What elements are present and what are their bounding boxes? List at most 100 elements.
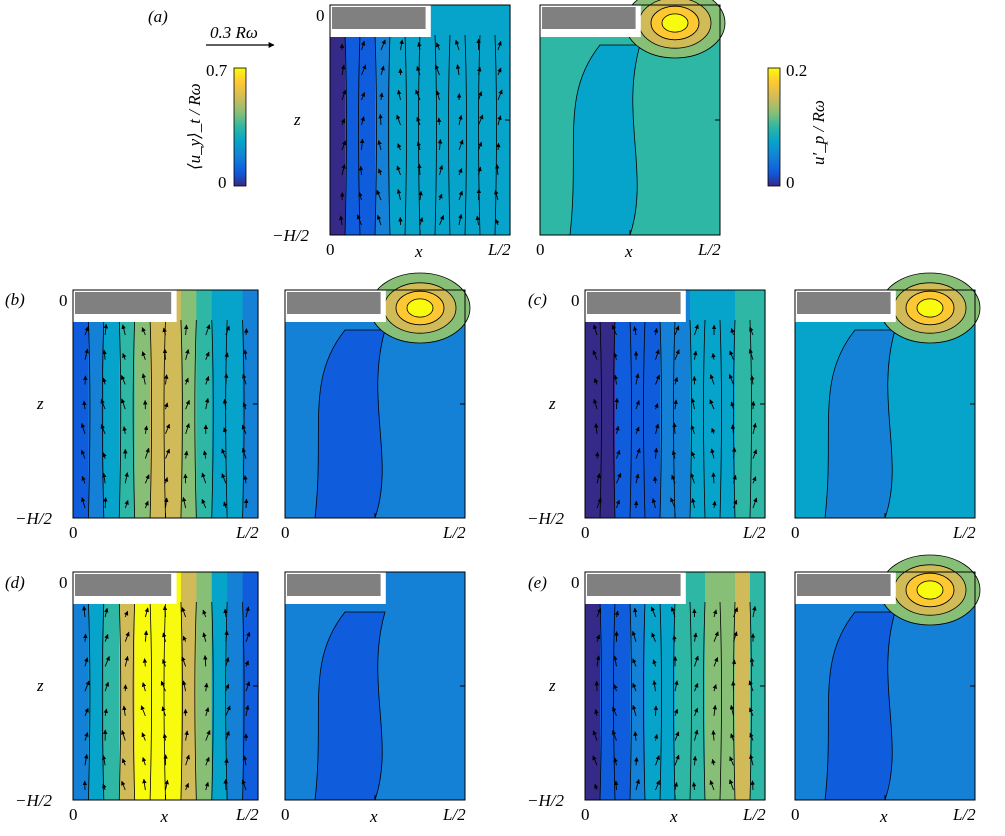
velocity-arrow: [223, 608, 228, 618]
velocity-arrow: [142, 778, 147, 791]
velocity-arrow: [141, 732, 146, 741]
z-tick-bottom: −H/2: [15, 791, 52, 810]
velocity-arrow: [140, 705, 146, 717]
panel-e-fluct: [794, 554, 981, 801]
contour-hotspot: [661, 13, 689, 33]
contour-band: [630, 572, 646, 800]
x-axis-label: x: [624, 242, 633, 261]
velocity-arrow: [477, 91, 483, 101]
contour-line: [344, 34, 347, 236]
contour-line: [225, 319, 228, 519]
contour-line: [101, 601, 105, 801]
contour-line: [374, 34, 377, 236]
x-tick-0: 0: [791, 805, 800, 824]
velocity-arrow: [635, 373, 640, 385]
velocity-arrow: [712, 609, 718, 618]
velocity-arrow: [144, 447, 150, 459]
contour-line: [703, 319, 706, 519]
velocity-arrow: [101, 472, 107, 484]
contour-line: [749, 319, 752, 519]
contour-line: [225, 601, 228, 801]
panel-d-mean: [72, 571, 259, 801]
x-tick-0: 0: [281, 523, 290, 542]
x-tick-0: 0: [69, 805, 78, 824]
velocity-arrow: [380, 39, 386, 51]
panel-a-fluct: [539, 0, 726, 236]
velocity-arrow: [84, 326, 89, 336]
x-tick-0: 0: [581, 523, 590, 542]
velocity-arrow: [709, 374, 715, 385]
velocity-arrow: [693, 350, 698, 360]
velocity-arrow: [221, 448, 227, 459]
contour-band: [211, 572, 228, 800]
contour-band: [73, 572, 90, 800]
velocity-arrow: [242, 402, 247, 410]
velocity-arrow: [437, 138, 443, 151]
velocity-arrow: [396, 114, 401, 126]
velocity-arrow: [749, 732, 754, 741]
reference-arrow-label: 0.3 Rω: [210, 23, 258, 42]
velocity-arrow: [104, 655, 110, 667]
velocity-arrow: [635, 426, 640, 435]
impeller-blade: [287, 292, 381, 314]
contour-band: [675, 290, 691, 518]
velocity-arrow: [201, 498, 207, 509]
velocity-arrow: [748, 680, 754, 692]
contour-band: [735, 572, 751, 800]
velocity-arrow: [458, 213, 463, 226]
velocity-arrow: [615, 425, 620, 434]
impeller-blade: [332, 7, 426, 29]
velocity-arrow: [596, 473, 601, 484]
velocity-arrow: [633, 607, 638, 618]
velocity-arrow: [655, 755, 660, 766]
velocity-arrow: [417, 163, 422, 176]
contour-line: [719, 601, 722, 801]
contour-line: [673, 601, 676, 801]
contour-band: [165, 290, 182, 518]
contour-hotspot: [916, 580, 944, 600]
velocity-arrow: [712, 500, 717, 509]
velocity-arrow: [124, 472, 129, 484]
velocity-arrow: [183, 324, 189, 336]
panel-label-b: (b): [5, 290, 25, 309]
velocity-arrow: [360, 92, 366, 101]
velocity-arrow: [439, 214, 445, 226]
velocity-arrow: [341, 164, 346, 176]
x-axis-label: x: [669, 807, 678, 826]
velocity-arrow: [711, 472, 716, 484]
velocity-arrow: [749, 707, 754, 717]
panel-label-c: (c): [528, 290, 547, 309]
velocity-arrow: [595, 655, 601, 667]
velocity-arrow: [80, 422, 86, 434]
contour-line: [629, 601, 632, 801]
contour-line: [599, 319, 602, 519]
contour-line: [613, 319, 616, 519]
velocity-arrow: [592, 350, 598, 360]
contour-line: [434, 34, 437, 236]
contour-band: [660, 572, 676, 800]
x-tick-end: L/2: [697, 240, 721, 259]
velocity-arrow: [477, 66, 482, 76]
contour-line: [388, 34, 391, 236]
colorbar-mean: [233, 67, 247, 187]
velocity-arrow: [436, 42, 441, 51]
contour-line: [733, 319, 736, 519]
velocity-arrow: [164, 402, 169, 410]
contour-line: [629, 319, 632, 519]
velocity-arrow: [205, 729, 211, 741]
panel-label-e: (e): [528, 573, 547, 592]
velocity-arrow: [494, 189, 499, 201]
velocity-arrow: [144, 474, 150, 484]
velocity-arrow: [83, 753, 89, 766]
velocity-arrow: [673, 399, 678, 410]
velocity-arrow: [674, 731, 680, 741]
x-axis-label: x: [879, 807, 888, 826]
velocity-arrow: [80, 497, 86, 509]
velocity-arrow: [712, 704, 718, 716]
contour-band: [134, 290, 151, 518]
contour-band: [211, 290, 228, 518]
velocity-arrow: [241, 779, 247, 791]
velocity-arrow: [594, 378, 599, 385]
colorbar-fluct: [767, 67, 781, 187]
contour-band: [242, 572, 259, 800]
